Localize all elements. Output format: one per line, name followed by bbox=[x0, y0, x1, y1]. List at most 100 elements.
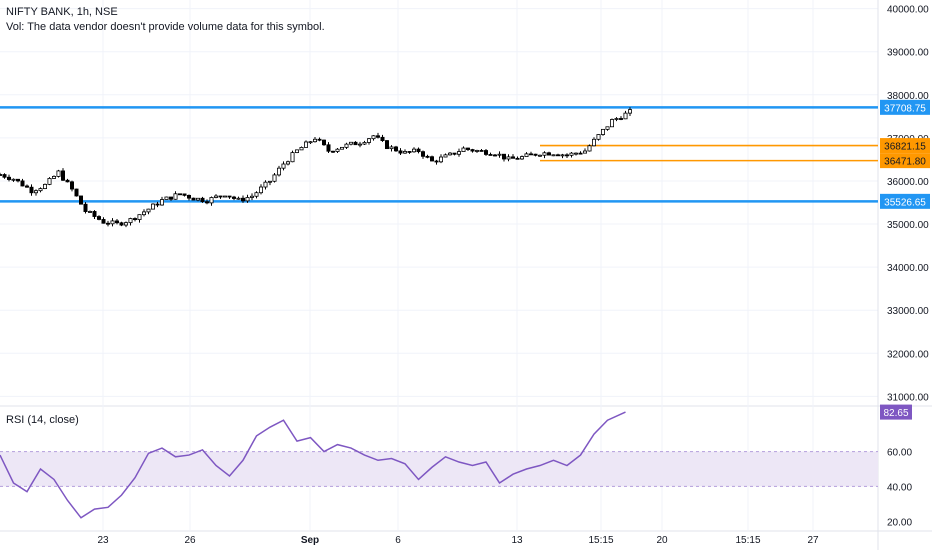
candle-body bbox=[303, 141, 308, 148]
candle-body bbox=[488, 154, 493, 156]
candle-body bbox=[299, 147, 304, 151]
candle-body bbox=[623, 112, 628, 120]
candle-body bbox=[447, 152, 452, 156]
candle-body bbox=[0, 174, 3, 176]
time-tick-label: 20 bbox=[656, 535, 668, 546]
candle-body bbox=[231, 196, 236, 199]
candle-body bbox=[168, 196, 173, 200]
level-price-label: 35526.65 bbox=[884, 197, 926, 208]
time-tick-label: 15:15 bbox=[588, 535, 613, 546]
candle-body bbox=[249, 195, 254, 198]
candle-body bbox=[308, 141, 313, 144]
candle-body bbox=[344, 143, 349, 148]
candle-body bbox=[294, 149, 299, 153]
candle-body bbox=[542, 152, 547, 156]
candle-body bbox=[29, 186, 34, 194]
candle-body bbox=[583, 150, 588, 154]
rsi-line bbox=[0, 411, 626, 519]
candle-body bbox=[79, 195, 84, 205]
candle-body bbox=[213, 195, 218, 198]
candle-body bbox=[101, 219, 106, 224]
candle-body bbox=[155, 203, 160, 206]
candle-body bbox=[524, 153, 529, 157]
candle-body bbox=[195, 197, 200, 201]
time-tick-label: 26 bbox=[184, 535, 196, 546]
symbol-legend[interactable]: NIFTY BANK, 1h, NSE bbox=[6, 6, 118, 18]
price-tick-label: 35000.00 bbox=[887, 220, 929, 231]
candle-body bbox=[74, 188, 79, 197]
horizontal-levels[interactable] bbox=[0, 106, 878, 203]
candle-body bbox=[628, 109, 633, 114]
candle-body bbox=[258, 186, 263, 194]
candle-body bbox=[106, 222, 111, 225]
price-tick-label: 31000.00 bbox=[887, 392, 929, 403]
candle-body bbox=[137, 214, 142, 220]
candle-body bbox=[587, 145, 592, 152]
candle-body bbox=[353, 141, 358, 146]
candle-body bbox=[124, 222, 129, 226]
candle-body bbox=[515, 157, 520, 160]
time-axis: 23 26 Sep 6 13 15:15 20 15:15 27 bbox=[97, 535, 819, 546]
candle-body bbox=[443, 154, 448, 158]
candle-body bbox=[393, 146, 398, 152]
candle-body bbox=[551, 154, 556, 157]
candle-body bbox=[610, 119, 615, 128]
candle-body bbox=[434, 160, 439, 163]
candle-body bbox=[497, 153, 502, 156]
candle-body bbox=[110, 220, 115, 225]
candle-body bbox=[7, 176, 12, 180]
candle-body bbox=[533, 153, 538, 156]
candle-body bbox=[245, 197, 250, 202]
candle-body bbox=[164, 196, 169, 200]
candle-body bbox=[470, 149, 475, 152]
time-tick-label: 15:15 bbox=[735, 535, 760, 546]
level-price-label: 37708.75 bbox=[884, 103, 926, 114]
rsi-tick-label: 60.00 bbox=[887, 448, 912, 459]
candle-body bbox=[15, 178, 20, 182]
volume-note: Vol: The data vendor doesn't provide vol… bbox=[6, 21, 325, 33]
candle-body bbox=[438, 156, 443, 163]
candle-body bbox=[97, 216, 102, 220]
candle-body bbox=[389, 146, 394, 150]
candle-body bbox=[204, 201, 209, 204]
candle-body bbox=[592, 138, 597, 147]
candle-body bbox=[407, 151, 412, 153]
price-axis: 40000.0039000.0038000.0037000.0036000.00… bbox=[887, 5, 929, 529]
candle-body bbox=[150, 203, 155, 210]
candle-body bbox=[375, 135, 380, 138]
candle-body bbox=[200, 197, 205, 203]
price-tick-label: 39000.00 bbox=[887, 48, 929, 59]
candle-body bbox=[465, 147, 470, 150]
candle-body bbox=[547, 152, 552, 156]
candle-body bbox=[452, 152, 457, 155]
candle-body bbox=[578, 152, 583, 155]
candle-body bbox=[218, 195, 223, 198]
candle-body bbox=[227, 195, 232, 198]
candle-body bbox=[425, 155, 430, 158]
candle-body bbox=[2, 174, 7, 178]
candle-body bbox=[596, 134, 601, 140]
candle-body bbox=[222, 195, 227, 198]
rsi-legend[interactable]: RSI (14, close) bbox=[6, 414, 79, 426]
candle-body bbox=[348, 141, 353, 145]
candle-body bbox=[569, 152, 574, 156]
candle-body bbox=[267, 180, 272, 183]
candle-body bbox=[281, 163, 286, 169]
candle-body bbox=[285, 161, 290, 165]
candle-body bbox=[326, 144, 331, 152]
candle-body bbox=[115, 220, 120, 224]
candle-body bbox=[461, 147, 466, 152]
candle-body bbox=[339, 146, 344, 150]
price-tick-label: 33000.00 bbox=[887, 306, 929, 317]
candle-body bbox=[619, 118, 624, 120]
candle-body bbox=[11, 178, 16, 181]
candle-body bbox=[276, 167, 281, 176]
candle-body bbox=[384, 140, 389, 150]
level-price-badge bbox=[880, 153, 930, 169]
candlestick-series bbox=[0, 107, 633, 228]
candle-body bbox=[483, 150, 488, 155]
candle-body bbox=[371, 135, 376, 140]
candle-body bbox=[24, 185, 29, 188]
candle-body bbox=[335, 148, 340, 152]
